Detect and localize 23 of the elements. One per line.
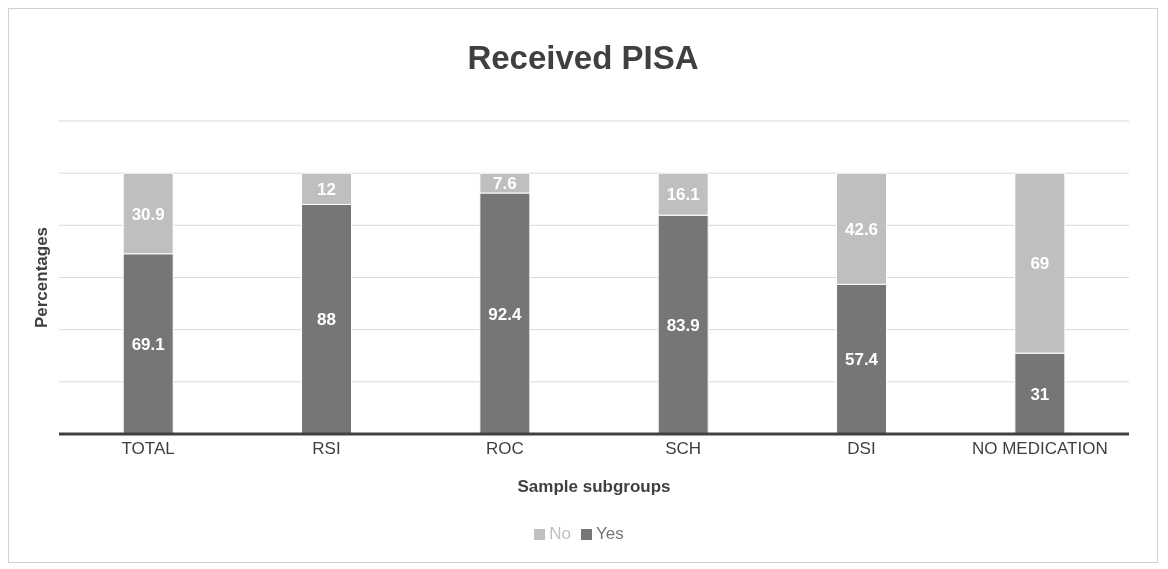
data-label: 31 — [1030, 384, 1050, 404]
data-label: 69.1 — [131, 334, 165, 354]
legend-label: No — [549, 524, 571, 543]
data-label: 57.4 — [844, 350, 879, 370]
x-tick-label: RSI — [312, 439, 341, 459]
legend-label: Yes — [596, 524, 624, 543]
data-label: 88 — [317, 310, 336, 330]
data-label: 42.6 — [844, 219, 879, 239]
x-tick-label: NO MEDICATION — [971, 439, 1108, 459]
x-tick-label: SCH — [665, 439, 702, 459]
x-tick-label: DSI — [847, 439, 876, 459]
x-tick-label: ROC — [485, 439, 524, 459]
data-label: 16.1 — [666, 185, 700, 205]
x-axis-title: Sample subgroups — [517, 477, 671, 496]
data-label: 92.4 — [488, 304, 522, 324]
data-label: 12 — [317, 179, 336, 199]
data-label: 30.9 — [131, 204, 165, 224]
data-label: 83.9 — [666, 315, 700, 335]
y-axis-title: Percentages — [32, 226, 52, 329]
chart-title: Received PISA — [466, 39, 700, 77]
data-label: 69 — [1030, 254, 1050, 274]
x-tick-label: TOTAL — [121, 439, 175, 459]
data-label: 7.6 — [493, 174, 517, 194]
